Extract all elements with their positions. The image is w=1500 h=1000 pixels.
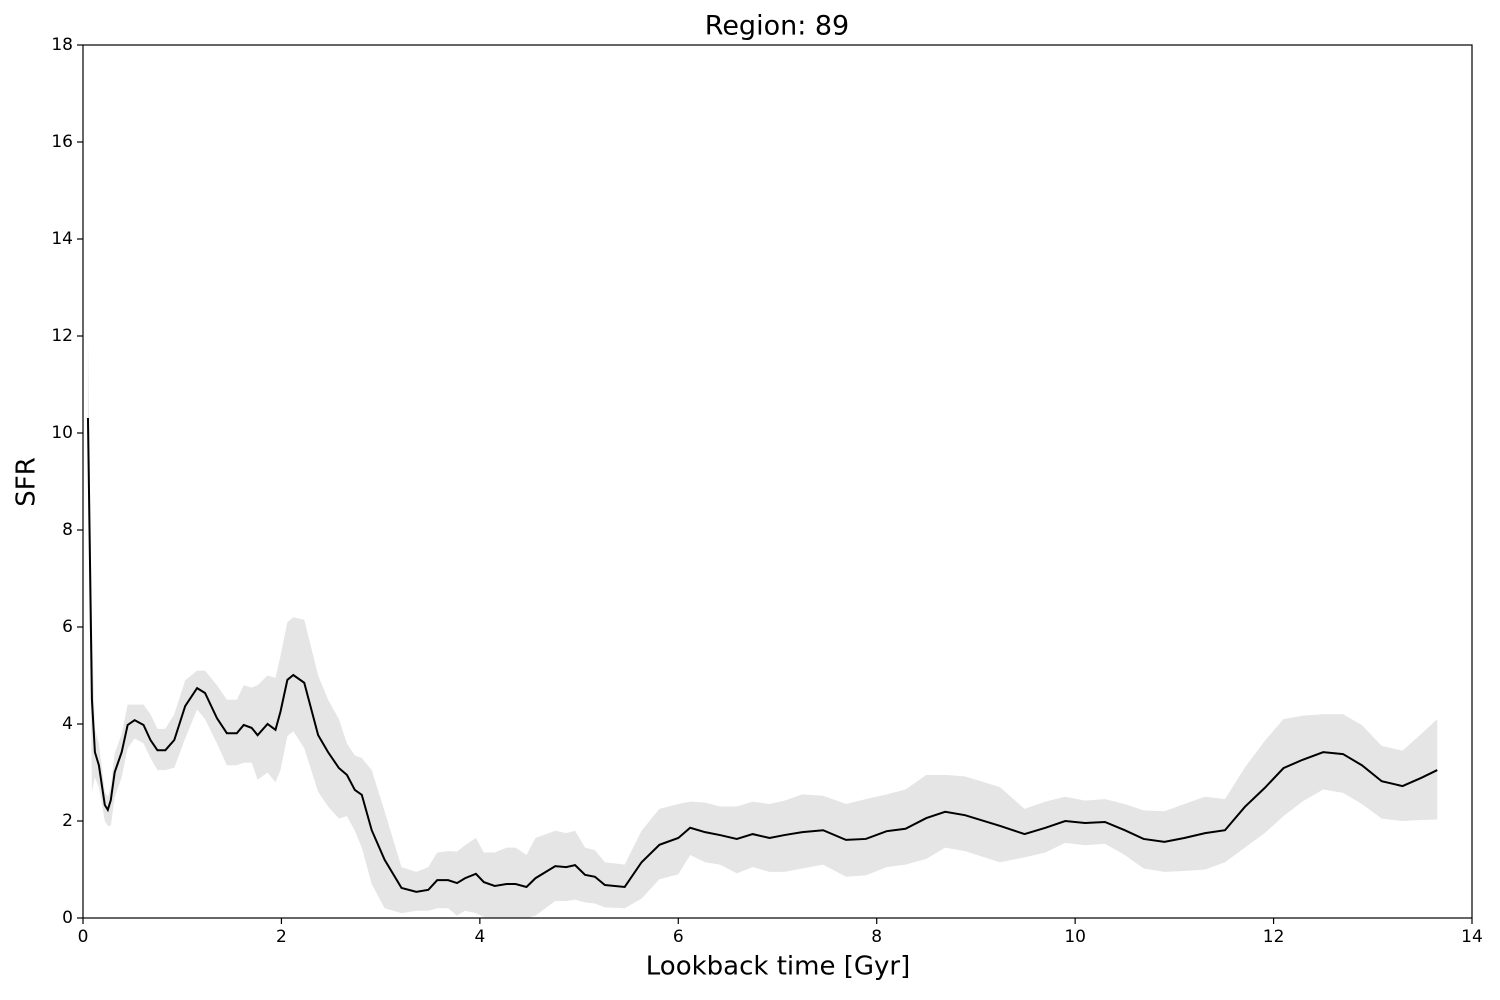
y-tick-label: 12: [51, 326, 73, 346]
y-tick-label: 6: [62, 617, 73, 637]
y-tick-label: 16: [51, 132, 73, 152]
y-axis-label: SFR: [12, 457, 42, 507]
chart-title: Region: 89: [705, 11, 849, 42]
y-tick-label: 10: [51, 423, 73, 443]
uncertainty-band: [87, 336, 1438, 918]
x-tick-label: 12: [1263, 927, 1285, 947]
y-tick-label: 0: [62, 908, 73, 928]
y-tick-label: 14: [51, 229, 73, 249]
x-tick-label: 8: [871, 927, 882, 947]
y-tick-label: 18: [51, 35, 73, 55]
x-tick-label: 10: [1064, 927, 1086, 947]
x-axis-label: Lookback time [Gyr]: [646, 952, 910, 982]
y-tick-label: 4: [62, 714, 73, 734]
x-tick-label: 14: [1461, 927, 1483, 947]
x-tick-label: 2: [276, 927, 287, 947]
y-tick-label: 8: [62, 520, 73, 540]
x-tick-label: 4: [474, 927, 485, 947]
series-line: [86, 417, 1438, 893]
x-tick-label: 6: [673, 927, 684, 947]
plot-frame: [82, 44, 1473, 919]
y-tick-label: 2: [62, 811, 73, 831]
x-tick-label: 0: [78, 927, 89, 947]
